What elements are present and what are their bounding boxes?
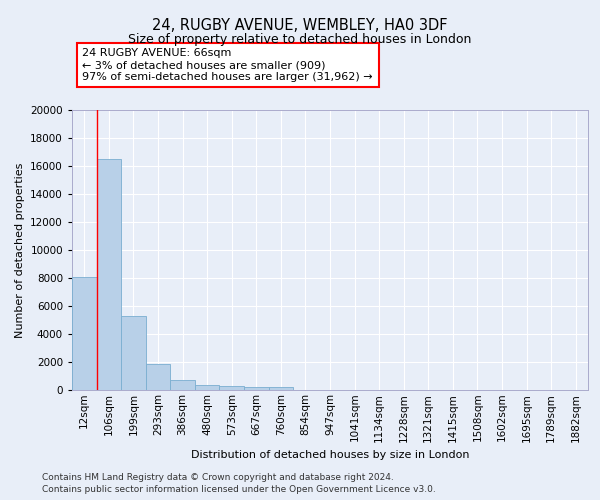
Text: Size of property relative to detached houses in London: Size of property relative to detached ho… bbox=[128, 32, 472, 46]
Text: Contains public sector information licensed under the Open Government Licence v3: Contains public sector information licen… bbox=[42, 485, 436, 494]
Bar bbox=[97, 159, 121, 390]
Bar bbox=[269, 387, 293, 390]
Text: 24, RUGBY AVENUE, WEMBLEY, HA0 3DF: 24, RUGBY AVENUE, WEMBLEY, HA0 3DF bbox=[152, 18, 448, 32]
X-axis label: Distribution of detached houses by size in London: Distribution of detached houses by size … bbox=[191, 450, 469, 460]
Text: Contains HM Land Registry data © Crown copyright and database right 2024.: Contains HM Land Registry data © Crown c… bbox=[42, 472, 394, 482]
Bar bbox=[146, 364, 170, 390]
Bar bbox=[72, 276, 97, 390]
Bar bbox=[220, 386, 244, 390]
Bar bbox=[244, 387, 269, 390]
Y-axis label: Number of detached properties: Number of detached properties bbox=[14, 162, 25, 338]
Text: 24 RUGBY AVENUE: 66sqm
← 3% of detached houses are smaller (909)
97% of semi-det: 24 RUGBY AVENUE: 66sqm ← 3% of detached … bbox=[82, 48, 373, 82]
Bar bbox=[121, 316, 146, 390]
Bar bbox=[195, 386, 220, 390]
Bar bbox=[170, 380, 195, 390]
